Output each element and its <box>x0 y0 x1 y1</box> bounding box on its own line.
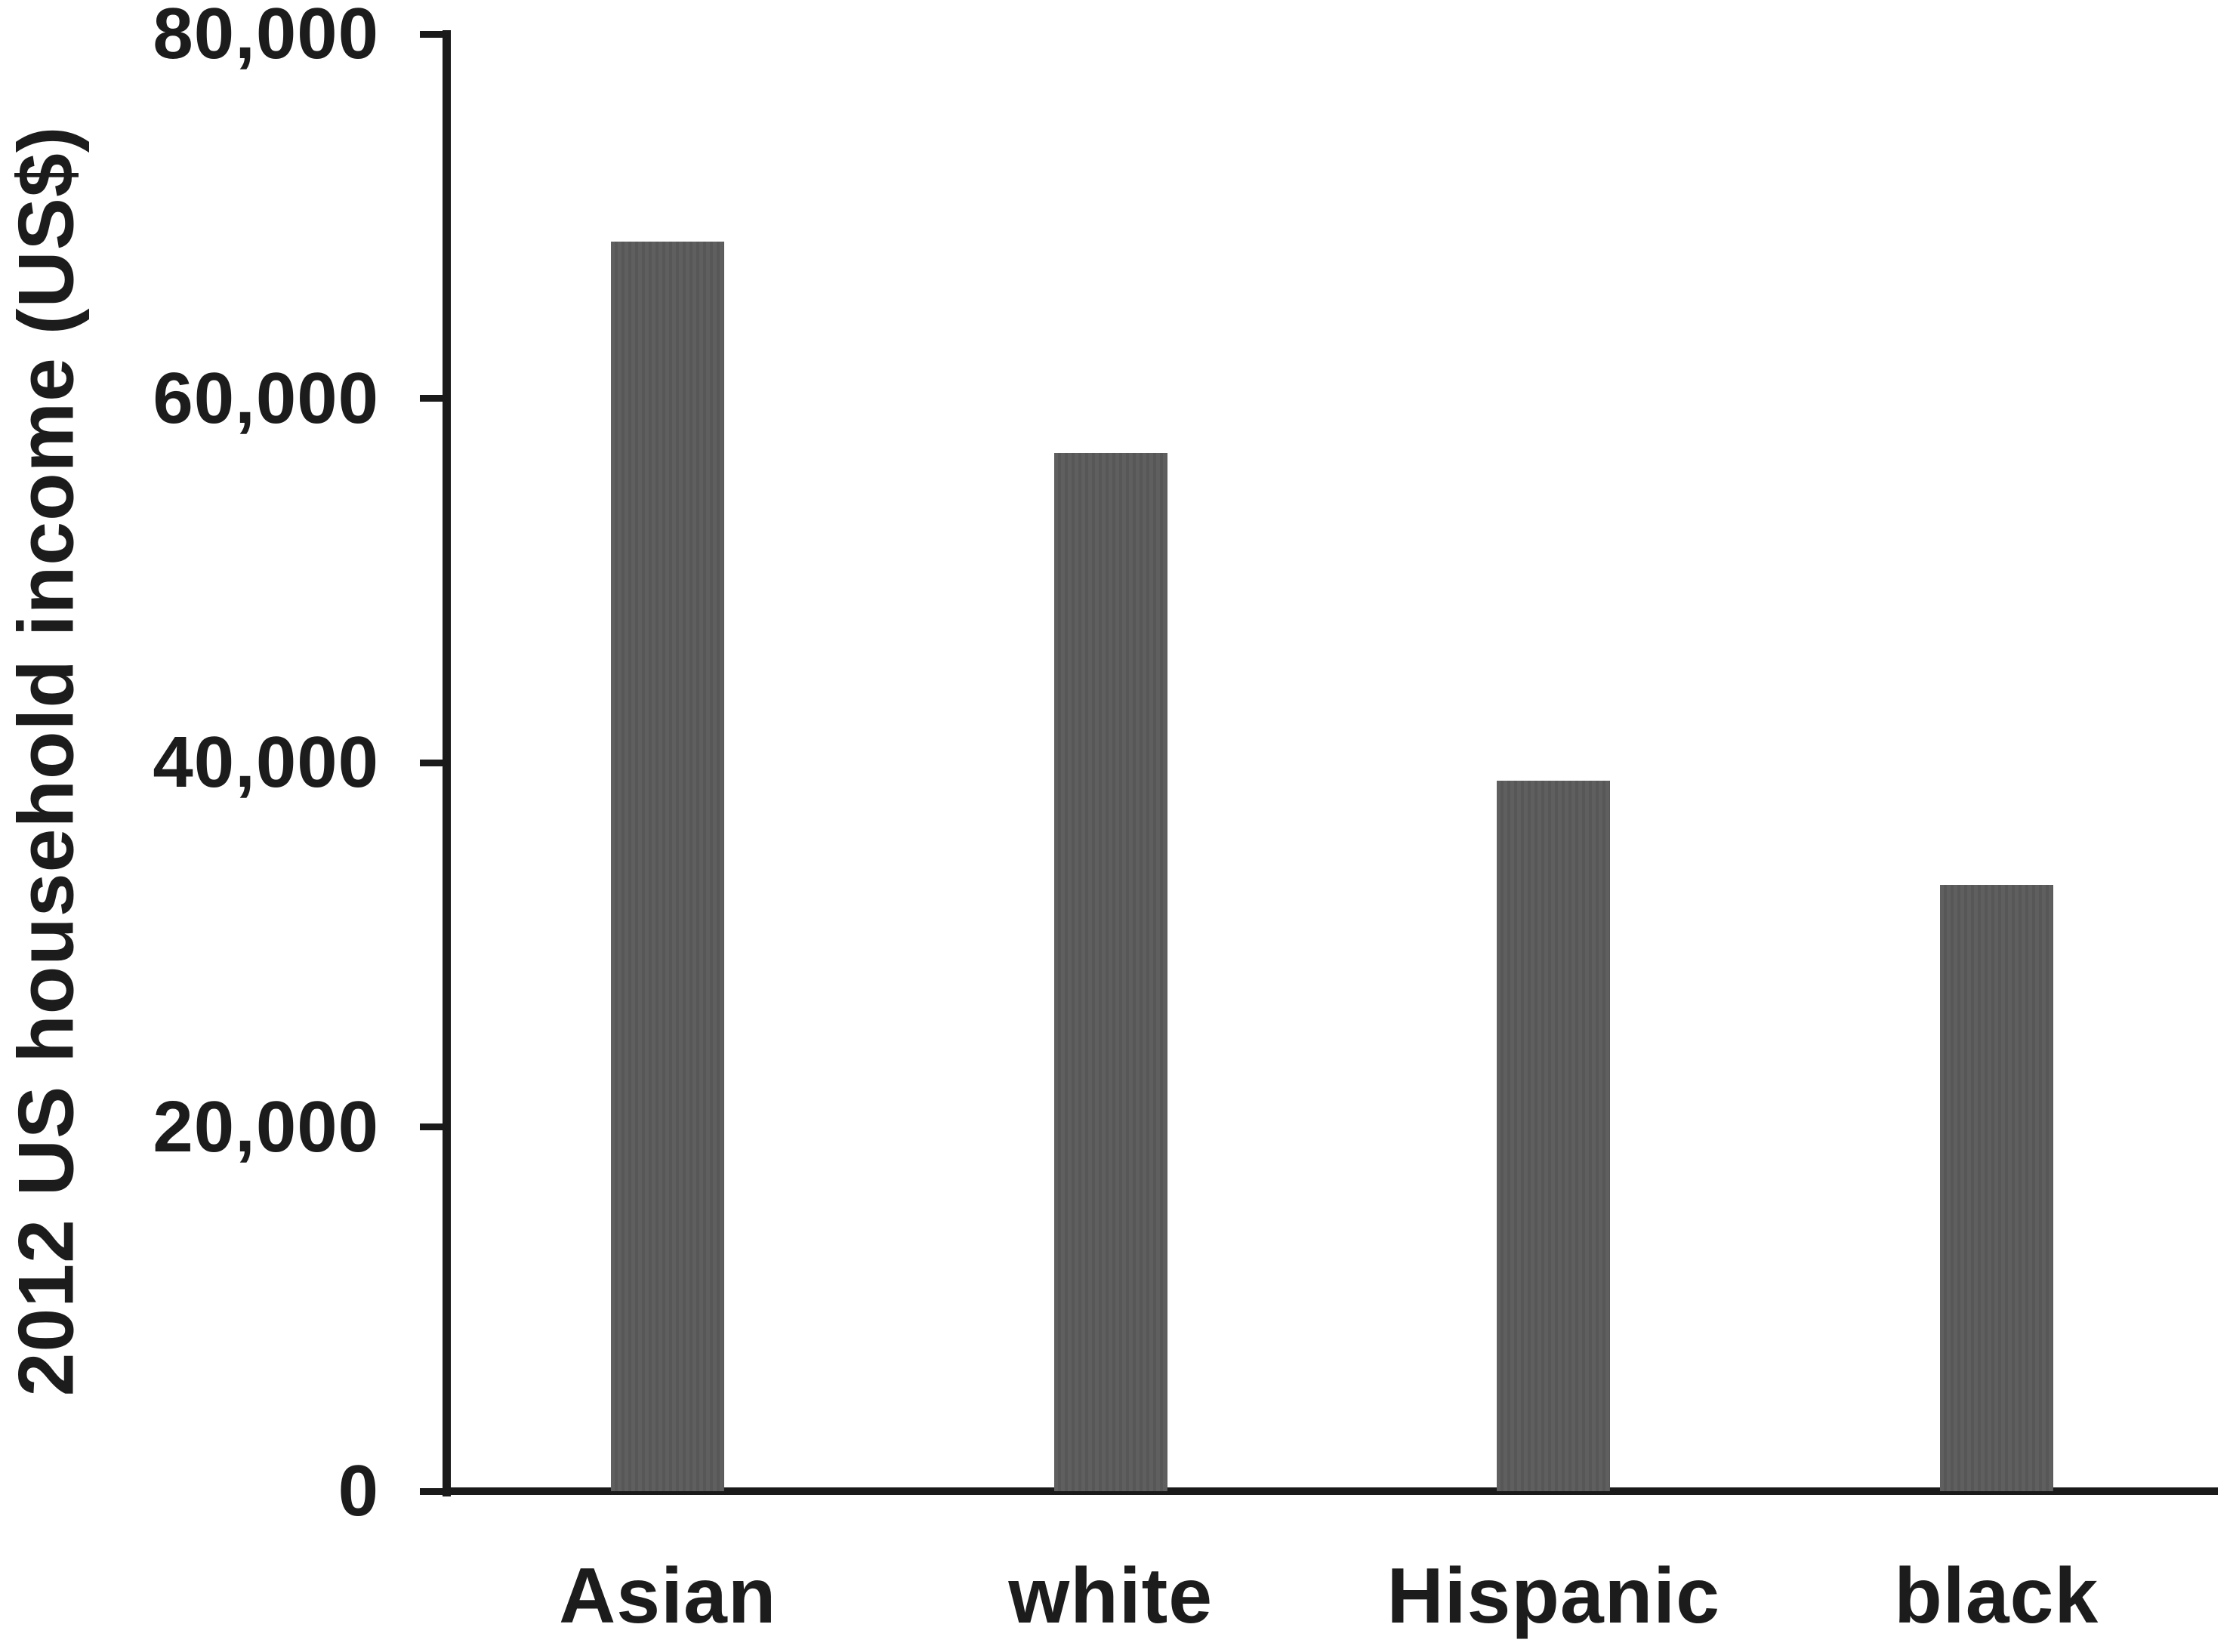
bar-hispanic <box>1497 781 1611 1491</box>
y-tick-label: 80,000 <box>153 0 379 74</box>
y-tick-mark <box>420 1123 451 1130</box>
y-tick-label: 60,000 <box>153 357 379 439</box>
bar-asian <box>611 242 725 1491</box>
y-tick-label: 0 <box>338 1450 379 1531</box>
y-tick-mark <box>420 30 451 38</box>
bar-black <box>1939 884 2053 1491</box>
x-axis-line <box>443 1487 2218 1495</box>
x-category-label-white: white <box>1008 1552 1214 1640</box>
y-tick-mark <box>420 759 451 766</box>
y-tick-mark <box>420 395 451 402</box>
y-tick-mark <box>420 1487 451 1495</box>
x-category-label-black: black <box>1894 1552 2099 1640</box>
x-category-label-hispanic: Hispanic <box>1386 1552 1720 1640</box>
y-tick-label: 40,000 <box>153 722 379 803</box>
y-tick-label: 20,000 <box>153 1086 379 1167</box>
bar-white <box>1053 452 1167 1491</box>
x-category-label-asian: Asian <box>559 1552 777 1640</box>
